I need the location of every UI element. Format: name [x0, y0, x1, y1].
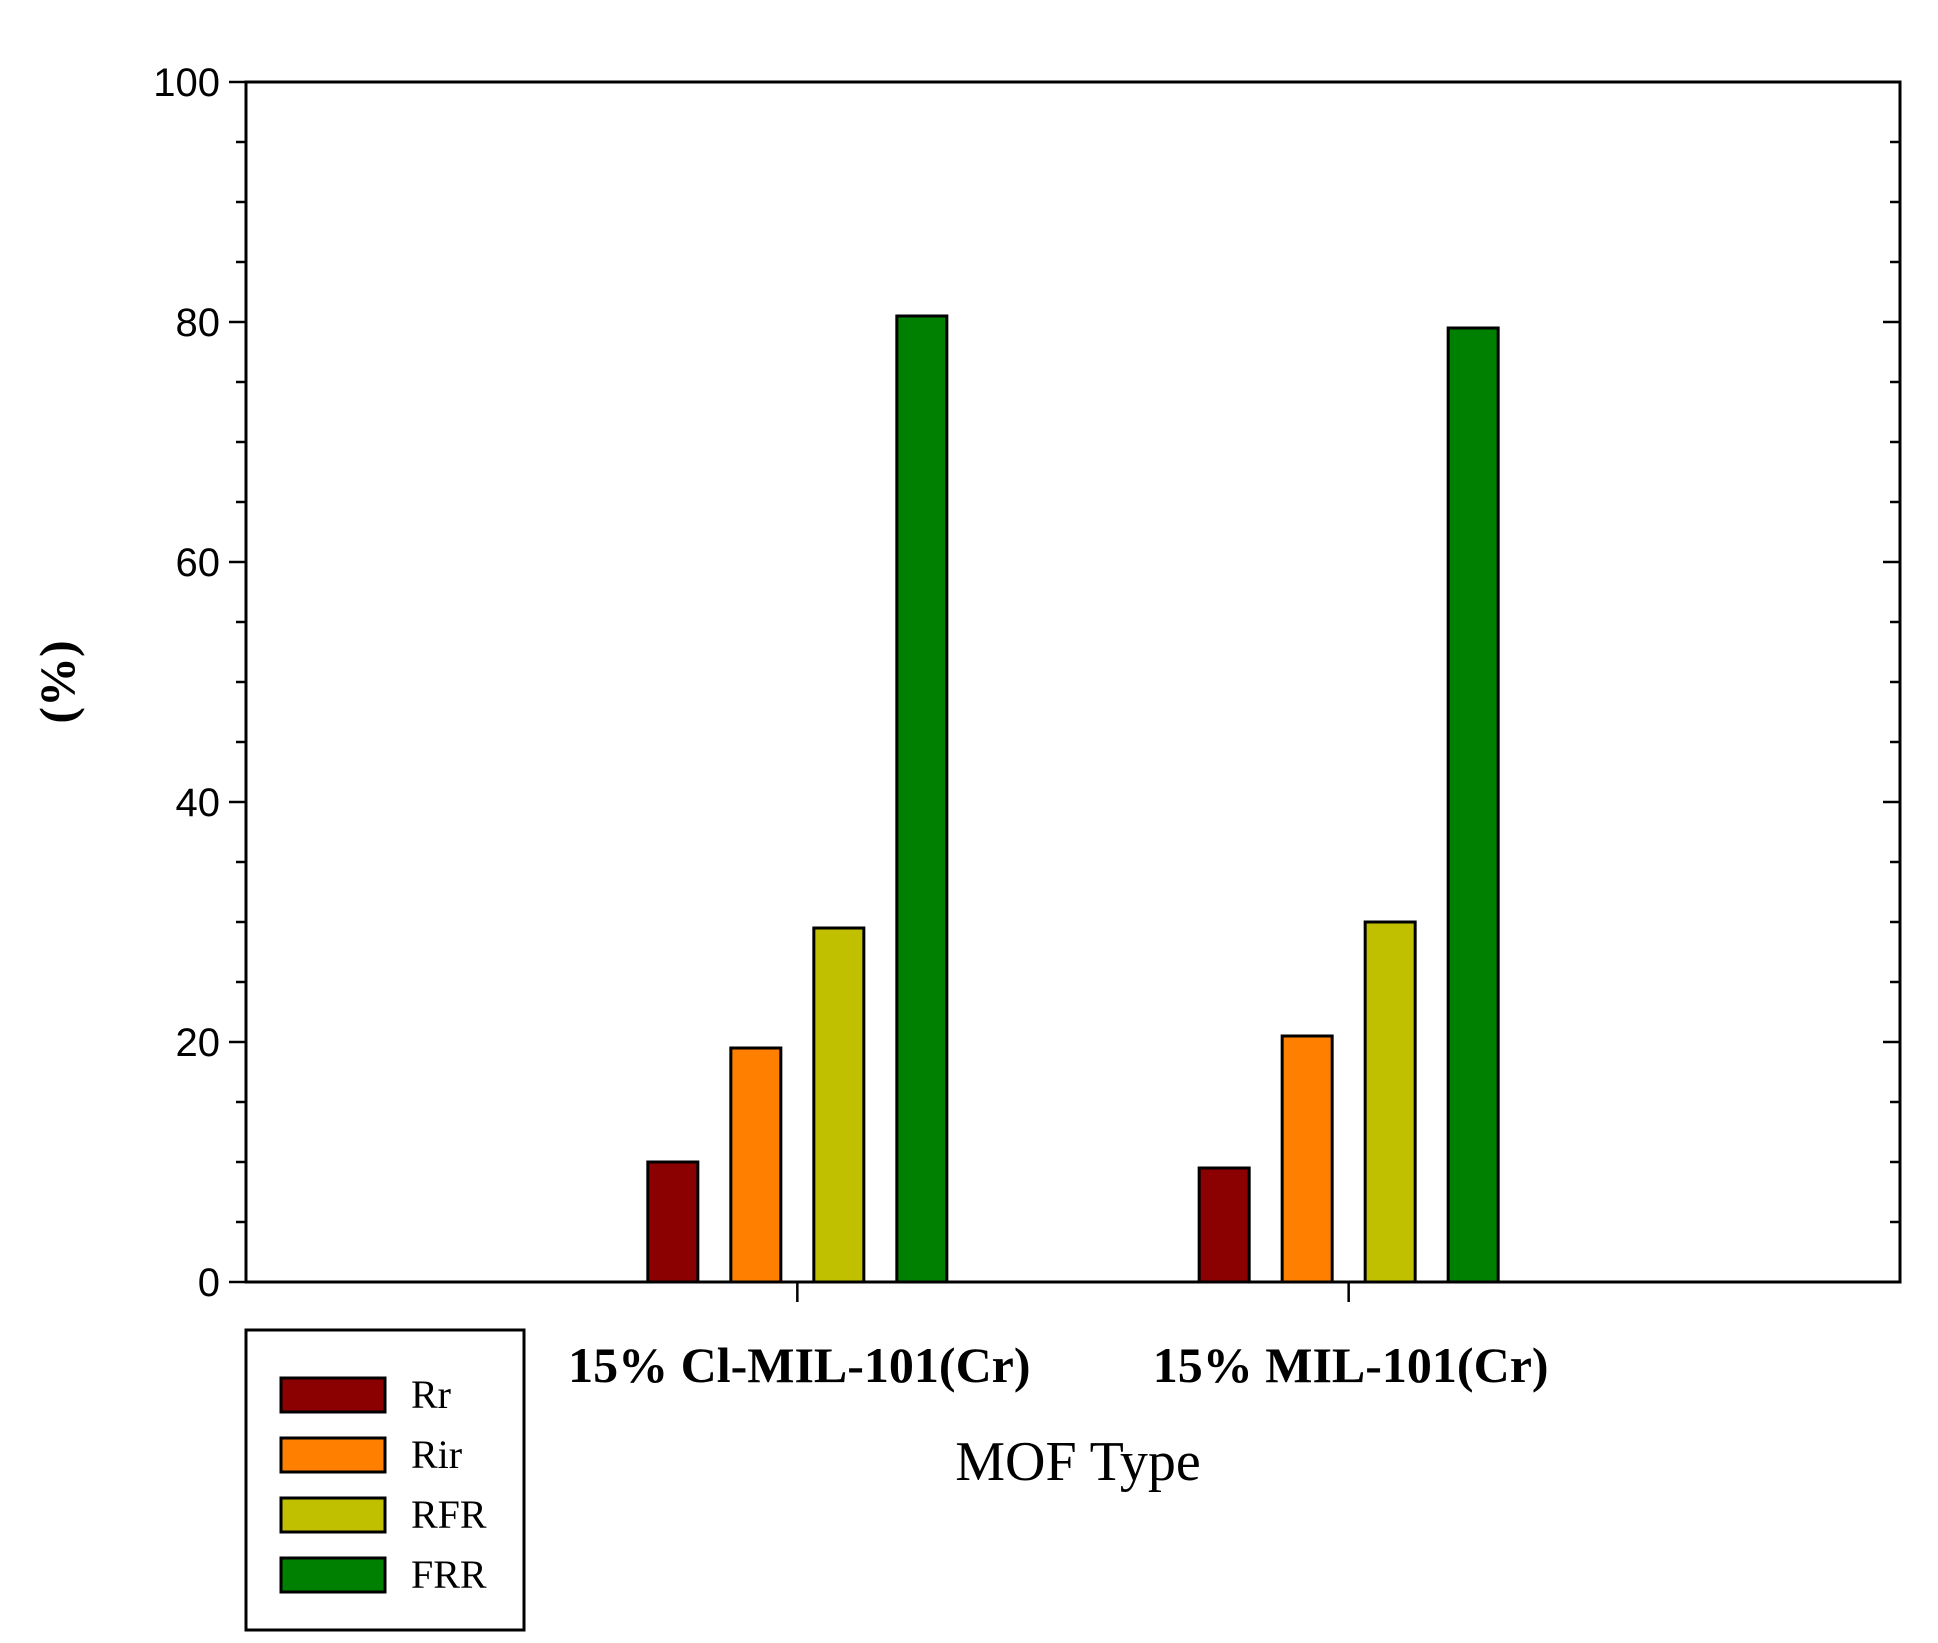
x-category-labels: 15% Cl-MIL-101(Cr) 15% MIL-101(Cr) [568, 1337, 1548, 1393]
y-tick-label: 100 [153, 61, 220, 105]
x-category-label: 15% Cl-MIL-101(Cr) [568, 1337, 1030, 1393]
legend: Rr Rir RFR FRR [244, 1328, 526, 1632]
bar-frr-2 [1446, 326, 1500, 1284]
y-tick-label: 0 [198, 1261, 220, 1305]
y-tick-label: 40 [176, 781, 221, 825]
legend-label-rfr: RFR [411, 1492, 487, 1537]
x-axis-title: MOF Type [955, 1431, 1201, 1493]
legend-label-rr: Rr [411, 1372, 451, 1417]
y-tick-label: 60 [176, 541, 221, 585]
legend-swatch-frr [279, 1556, 387, 1594]
legend-swatch-rfr [279, 1496, 387, 1534]
legend-label-frr: FRR [411, 1552, 487, 1597]
bar-frr-1 [895, 314, 949, 1284]
y-tick-labels: 0 20 40 60 80 100 [153, 61, 220, 1305]
legend-swatch-rr [279, 1376, 387, 1414]
y-axis-title: (%) [29, 640, 85, 723]
legend-label-rir: Rir [411, 1432, 462, 1477]
bar-rir-2 [1280, 1034, 1334, 1284]
legend-swatch-rir [279, 1436, 387, 1474]
y-tick-label: 80 [176, 301, 221, 345]
x-category-label: 15% MIL-101(Cr) [1153, 1337, 1549, 1393]
bars [646, 314, 1500, 1284]
bar-rfr-1 [812, 926, 866, 1284]
bar-rfr-2 [1363, 920, 1417, 1284]
bar-rir-1 [729, 1046, 783, 1284]
bar-rr-2 [1197, 1166, 1251, 1284]
bar-rr-1 [646, 1160, 700, 1284]
plot-frame [244, 80, 1902, 1284]
y-tick-label: 20 [176, 1021, 221, 1065]
